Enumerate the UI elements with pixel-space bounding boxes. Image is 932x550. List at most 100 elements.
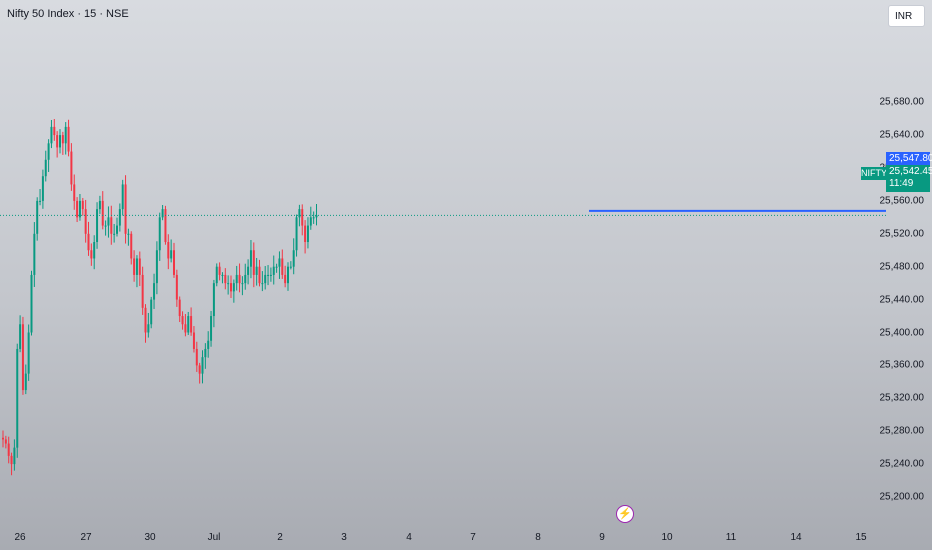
y-tick-label: 25,560.00 <box>879 195 925 207</box>
candle <box>93 235 96 270</box>
candle <box>195 341 198 372</box>
candle <box>178 296 181 323</box>
candle <box>4 435 7 449</box>
candle-body <box>312 217 315 219</box>
candle-body <box>4 439 7 444</box>
candle <box>116 217 118 237</box>
candle <box>164 205 167 245</box>
candle-body <box>269 274 272 276</box>
y-tick-label: 25,200.00 <box>879 491 925 503</box>
candle <box>227 275 230 295</box>
candle-body <box>135 258 138 275</box>
candle <box>252 242 255 288</box>
lightning-icon[interactable]: ⚡ <box>616 505 634 523</box>
candle <box>98 195 101 214</box>
candle <box>147 312 150 338</box>
candle-body <box>104 225 107 227</box>
candle-body <box>110 217 113 234</box>
candle-body <box>116 225 118 234</box>
candle-body <box>195 348 198 366</box>
candle-body <box>192 332 195 349</box>
candle <box>269 267 272 282</box>
candle-body <box>295 217 298 251</box>
candle-body <box>298 209 301 218</box>
candle <box>84 199 87 243</box>
candle <box>39 188 42 206</box>
candle-body <box>10 455 13 465</box>
candle-body <box>161 209 164 218</box>
candle <box>301 204 304 236</box>
candle <box>204 343 207 369</box>
candle-body <box>155 250 158 284</box>
y-tick-label: 25,320.00 <box>879 392 925 404</box>
candle <box>141 266 144 315</box>
candle-body <box>2 437 4 440</box>
candle-body <box>61 135 64 144</box>
candle <box>127 228 130 246</box>
candle <box>167 234 170 270</box>
candle <box>90 243 93 266</box>
x-tick-label: 10 <box>661 532 673 543</box>
candle-body <box>212 283 215 317</box>
candle-body <box>153 283 156 300</box>
candle <box>247 259 250 285</box>
candle-body <box>41 176 44 201</box>
currency-button[interactable]: INR <box>888 5 925 27</box>
candle <box>175 269 178 307</box>
candle <box>295 214 298 257</box>
candle <box>287 262 289 291</box>
candle-body <box>30 274 33 333</box>
candle-body <box>164 209 167 243</box>
candle-body <box>19 324 22 349</box>
candle <box>2 430 4 448</box>
candle <box>275 263 278 273</box>
candle-body <box>289 266 292 268</box>
candle-body <box>190 316 193 333</box>
candle-body <box>170 250 173 259</box>
y-tick-label: 25,240.00 <box>879 458 925 470</box>
candle <box>304 220 307 254</box>
symbol-tag: NIFTY <box>861 167 887 180</box>
x-tick-label: 11 <box>725 532 737 543</box>
candle <box>153 273 156 309</box>
candle <box>292 238 295 275</box>
candle-body <box>252 250 255 275</box>
candle-body <box>127 233 130 235</box>
candle <box>244 263 247 290</box>
candle-body <box>24 373 27 391</box>
candle-body <box>301 209 304 226</box>
candle-body <box>215 266 218 284</box>
candle <box>138 251 141 287</box>
candle-body <box>258 266 261 284</box>
x-tick-label: 26 <box>14 532 26 543</box>
candle-body <box>59 135 61 148</box>
y-tick-label: 25,480.00 <box>879 261 925 273</box>
candle-body <box>76 200 79 218</box>
candle-body <box>158 217 161 251</box>
candle-body <box>113 233 116 235</box>
candle <box>121 179 124 216</box>
candle-body <box>244 274 247 284</box>
candle-body <box>84 209 87 234</box>
chart-title: Nifty 50 Index · 15 · NSE <box>7 8 129 20</box>
candle <box>107 206 110 238</box>
y-tick-label: 25,280.00 <box>879 425 925 437</box>
candle <box>281 249 284 279</box>
candle-body <box>261 283 264 285</box>
candle-body <box>235 274 238 284</box>
candle-body <box>304 225 307 243</box>
candle-body <box>315 215 318 218</box>
candle-body <box>16 348 19 448</box>
candle-body <box>247 266 250 275</box>
candle <box>241 276 244 296</box>
candle-body <box>96 209 99 243</box>
candle <box>104 220 107 236</box>
candle <box>73 174 76 210</box>
candle-body <box>221 274 224 276</box>
candle-body <box>64 126 67 144</box>
candle-body <box>90 250 93 259</box>
candle <box>161 204 164 221</box>
candle-body <box>284 274 287 284</box>
x-tick-label: 3 <box>341 532 347 543</box>
